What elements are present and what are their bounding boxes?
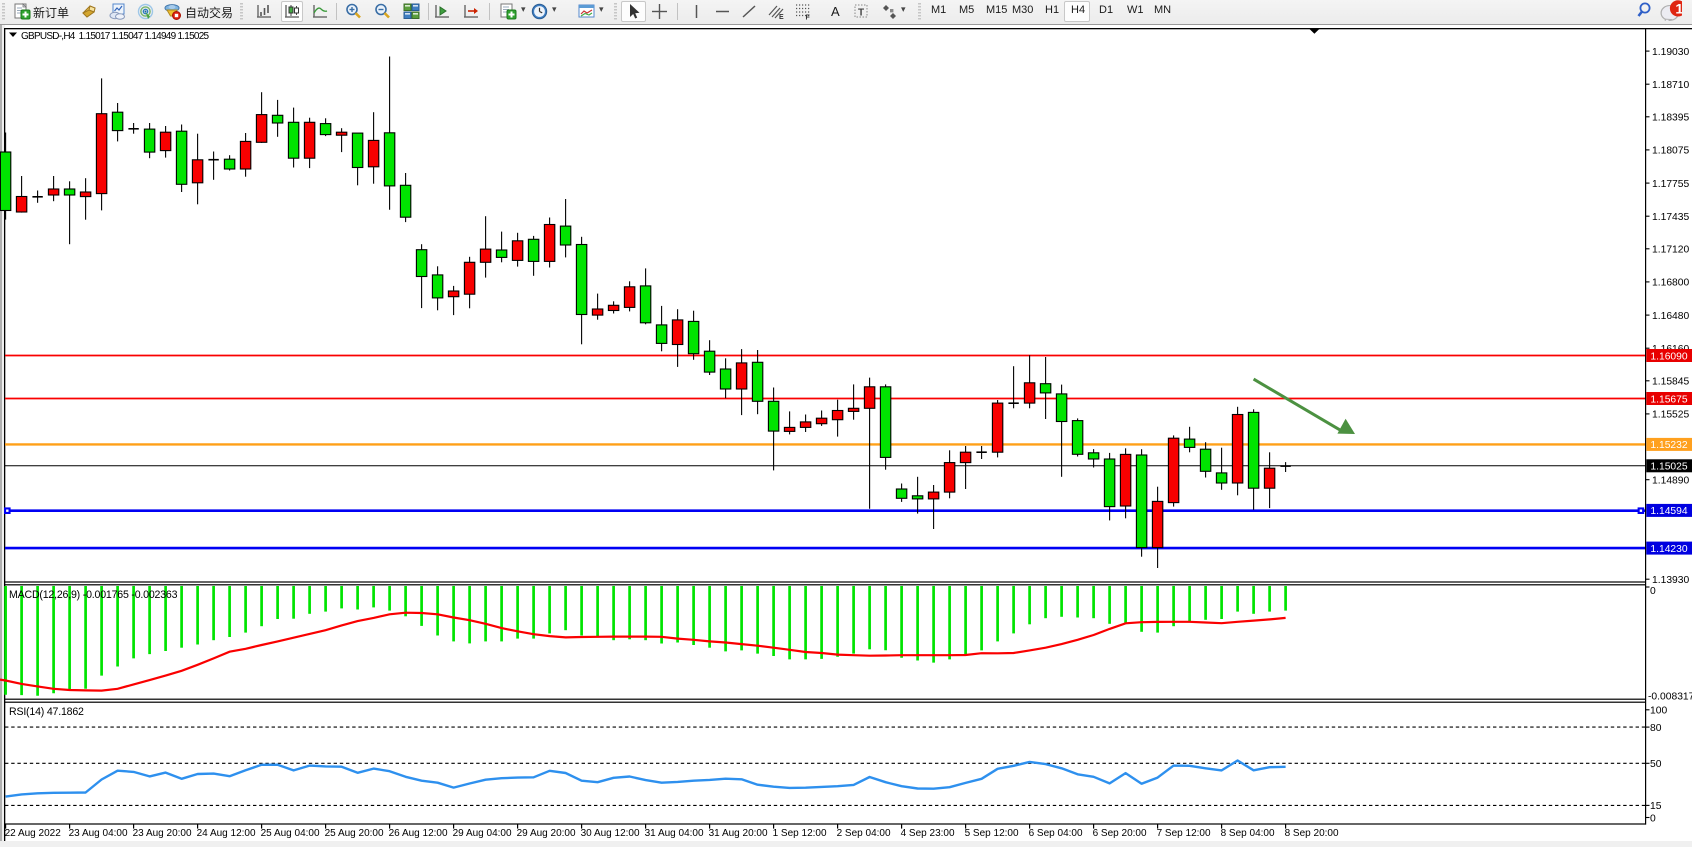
svg-text:31 Aug 20:00: 31 Aug 20:00: [709, 828, 768, 839]
svg-text:2 Sep 04:00: 2 Sep 04:00: [837, 828, 891, 839]
svg-text:8 Sep 04:00: 8 Sep 04:00: [1221, 828, 1275, 839]
svg-text:25 Aug 04:00: 25 Aug 04:00: [261, 828, 320, 839]
svg-text:29 Aug 04:00: 29 Aug 04:00: [453, 828, 512, 839]
svg-text:-0.008317: -0.008317: [1648, 692, 1692, 703]
svg-text:100: 100: [1650, 706, 1667, 717]
svg-text:0: 0: [1650, 813, 1656, 824]
svg-text:1.14230: 1.14230: [1650, 544, 1687, 555]
svg-text:1.18075: 1.18075: [1652, 146, 1689, 157]
svg-text:1.13930: 1.13930: [1652, 575, 1689, 586]
svg-text:22 Aug 2022: 22 Aug 2022: [5, 828, 62, 839]
svg-text:1.19030: 1.19030: [1652, 47, 1689, 58]
svg-text:6 Sep 04:00: 6 Sep 04:00: [1029, 828, 1083, 839]
svg-text:T: T: [858, 8, 864, 19]
svg-text:50: 50: [1650, 759, 1662, 770]
svg-text:1: 1: [1675, 2, 1682, 18]
svg-text:1.14890: 1.14890: [1652, 476, 1689, 487]
svg-text:1.18710: 1.18710: [1652, 80, 1689, 91]
svg-text:7 Sep 12:00: 7 Sep 12:00: [1157, 828, 1211, 839]
svg-text:1.14594: 1.14594: [1650, 506, 1687, 517]
svg-text:RSI(14) 47.1862: RSI(14) 47.1862: [9, 706, 84, 718]
svg-text:31 Aug 04:00: 31 Aug 04:00: [645, 828, 704, 839]
svg-text:23 Aug 04:00: 23 Aug 04:00: [69, 828, 128, 839]
svg-text:0: 0: [1650, 586, 1656, 597]
svg-text:26 Aug 12:00: 26 Aug 12:00: [389, 828, 448, 839]
svg-text:23 Aug 20:00: 23 Aug 20:00: [133, 828, 192, 839]
svg-text:MACD(12,26,9) -0.001765 -0.002: MACD(12,26,9) -0.001765 -0.002363: [9, 589, 178, 601]
svg-text:1.16090: 1.16090: [1650, 351, 1687, 362]
svg-text:30 Aug 12:00: 30 Aug 12:00: [581, 828, 640, 839]
svg-text:1.15525: 1.15525: [1652, 410, 1689, 421]
svg-text:GBPUSD-,H4 1.15017 1.15047 1.: GBPUSD-,H4 1.15017 1.15047 1.14949 1.150…: [21, 31, 210, 42]
svg-text:29 Aug 20:00: 29 Aug 20:00: [517, 828, 576, 839]
svg-text:8 Sep 20:00: 8 Sep 20:00: [1285, 828, 1339, 839]
svg-text:1.15025: 1.15025: [1650, 462, 1687, 473]
svg-text:F: F: [806, 15, 811, 21]
svg-text:15: 15: [1650, 801, 1662, 812]
svg-text:1.17435: 1.17435: [1652, 212, 1689, 223]
svg-text:1.17120: 1.17120: [1652, 245, 1689, 256]
svg-text:4 Sep 23:00: 4 Sep 23:00: [901, 828, 955, 839]
svg-text:1.15845: 1.15845: [1652, 377, 1689, 388]
svg-text:1.16800: 1.16800: [1652, 278, 1689, 289]
svg-text:1.17755: 1.17755: [1652, 179, 1689, 190]
svg-text:1.18395: 1.18395: [1652, 113, 1689, 124]
svg-text:1.15232: 1.15232: [1650, 440, 1687, 451]
svg-text:1.16480: 1.16480: [1652, 311, 1689, 322]
svg-text:1 Sep 12:00: 1 Sep 12:00: [773, 828, 827, 839]
svg-text:80: 80: [1650, 723, 1662, 734]
svg-text:25 Aug 20:00: 25 Aug 20:00: [325, 828, 384, 839]
svg-text:E: E: [779, 14, 784, 20]
svg-text:5 Sep 12:00: 5 Sep 12:00: [965, 828, 1019, 839]
svg-text:24 Aug 12:00: 24 Aug 12:00: [197, 828, 256, 839]
svg-text:1.15675: 1.15675: [1650, 394, 1687, 405]
svg-text:6 Sep 20:00: 6 Sep 20:00: [1093, 828, 1147, 839]
